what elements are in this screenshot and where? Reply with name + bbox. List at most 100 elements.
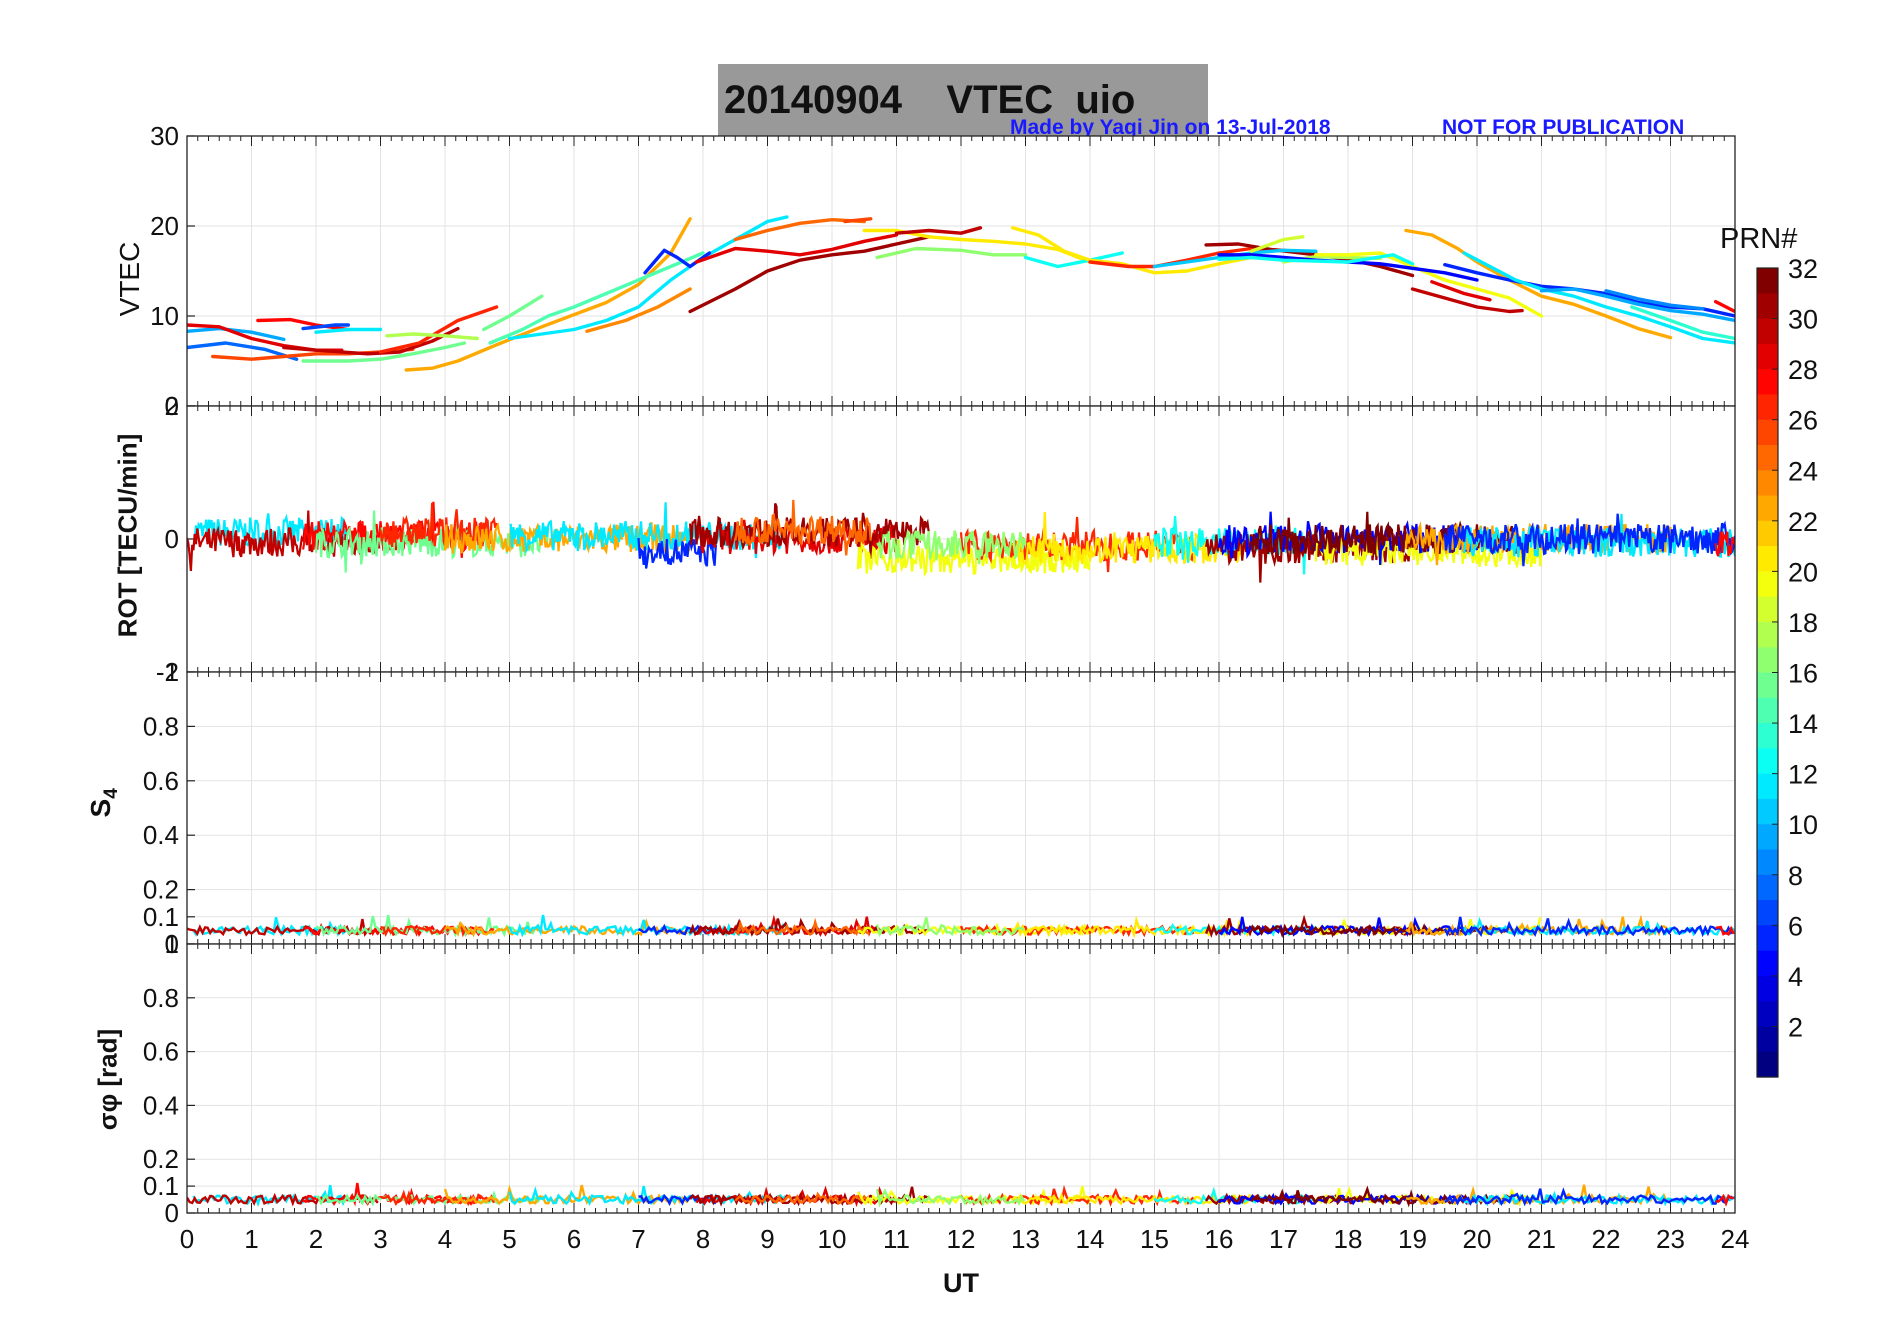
colorbar-swatch-prn-4	[1757, 975, 1778, 1002]
vtec-series-prn-24	[585, 287, 692, 333]
colorbar-tick-label: 30	[1788, 305, 1818, 335]
colorbar-swatch-prn-13	[1757, 748, 1778, 775]
colorbar-swatch-prn-17	[1757, 647, 1778, 674]
colorbar-tick-label: 14	[1788, 709, 1818, 739]
x-tick-label: 13	[1011, 1224, 1040, 1254]
y-tick-label: 0.8	[143, 711, 179, 741]
colorbar-swatch-prn-32	[1757, 268, 1778, 294]
y-tick-label: 0.2	[143, 875, 179, 905]
y-tick-label: 0	[165, 524, 179, 554]
sigma_phi-series-prn-25	[734, 1191, 871, 1206]
colorbar-swatch-prn-15	[1757, 697, 1778, 724]
vtec-series-prn-10	[1539, 287, 1735, 323]
y-tick-label: 0.2	[143, 1144, 179, 1174]
vtec-series-prn-29	[694, 233, 899, 264]
colorbar-tick-label: 24	[1788, 456, 1818, 486]
s4-series-prn-25	[734, 917, 870, 937]
x-tick-label: 1	[244, 1224, 258, 1254]
colorbar-tick-label: 16	[1788, 659, 1818, 689]
y-tick-label: 0	[165, 929, 179, 959]
colorbar-swatch-prn-8	[1757, 874, 1778, 901]
y-tick-label: 0.4	[143, 1090, 179, 1120]
vtec-series-prn-27	[378, 305, 499, 354]
vtec-series-prn-19	[1249, 235, 1305, 253]
colorbar-swatch-prn-16	[1757, 672, 1778, 699]
sigma_phi-series-prn-17	[875, 1188, 1026, 1208]
vtec-series-prn-25	[733, 218, 866, 242]
y-tick-label: 0.6	[143, 766, 179, 796]
panel-s4: 00.10.2 0.4 0.6 0.8 1	[143, 657, 1736, 959]
y-tick-label: 0	[165, 1198, 179, 1228]
colorbar-swatch-prn-11	[1757, 798, 1778, 825]
colorbar-tick-label: 6	[1788, 911, 1803, 941]
colorbar-swatch-prn-26	[1757, 419, 1778, 446]
vtec-series-prn-18	[385, 332, 479, 341]
colorbar-swatch-prn-31	[1757, 293, 1778, 320]
y-tick-label: 10	[150, 301, 179, 331]
vtec-series-prn-21	[1010, 226, 1253, 275]
colorbar-swatch-prn-5	[1757, 950, 1778, 977]
x-tick-label: 8	[696, 1224, 710, 1254]
x-tick-label: 22	[1592, 1224, 1621, 1254]
x-tick-label: 7	[631, 1224, 645, 1254]
colorbar-swatch-prn-20	[1757, 571, 1778, 598]
y-tick-label: 2	[165, 391, 179, 421]
x-tick-label: 17	[1269, 1224, 1298, 1254]
y-tick-label: -2	[156, 657, 179, 687]
data-layer	[187, 1182, 1735, 1208]
x-tick-label: 9	[760, 1224, 774, 1254]
colorbar-swatch-prn-1	[1757, 1051, 1778, 1078]
credit-text: Made by Yaqi Jin on 13-Jul-2018	[1010, 116, 1331, 139]
vtec-series-prn-20	[1314, 251, 1544, 318]
vtec-series-prn-15	[488, 251, 705, 345]
y-tick-label: 0.1	[143, 1171, 179, 1201]
colorbar-swatch-prn-18	[1757, 621, 1778, 648]
x-tick-label: 2	[309, 1224, 323, 1254]
colorbar-swatch-prn-3	[1757, 1001, 1778, 1028]
colorbar-tick-label: 22	[1788, 507, 1818, 537]
y-tick-label: 0.4	[143, 820, 179, 850]
colorbar-tick-label: 4	[1788, 962, 1803, 992]
y-tick-label: 0.8	[143, 983, 179, 1013]
x-tick-label: 24	[1721, 1224, 1750, 1254]
vtec-series-prn-23	[1404, 228, 1673, 340]
colorbar-tick-label: 2	[1788, 1012, 1803, 1042]
chart-title: 20140904 VTEC uio	[724, 78, 1136, 122]
x-tick-label: 19	[1398, 1224, 1427, 1254]
colorbar-swatch-prn-14	[1757, 723, 1778, 749]
vtec-series-prn-12	[1462, 251, 1735, 345]
vtec-series-prn-10	[187, 326, 286, 342]
colorbar-swatch-prn-6	[1757, 925, 1778, 952]
panel-sigma_phi: 00.10.20.40.60.81	[143, 929, 1736, 1228]
x-tick-label: 14	[1076, 1224, 1105, 1254]
rot-series-prn-12	[509, 502, 788, 559]
data-layer	[187, 499, 1735, 583]
x-tick-label: 23	[1656, 1224, 1685, 1254]
vtec-series-prn-13	[1217, 253, 1415, 266]
colorbar-tick-label: 20	[1788, 557, 1818, 587]
y-tick-label: 20	[150, 211, 179, 241]
x-tick-label: 15	[1140, 1224, 1169, 1254]
y-tick-label: 0.1	[143, 902, 179, 932]
axes-frame	[186, 943, 1736, 1214]
colorbar-swatch-prn-9	[1757, 849, 1778, 876]
vtec-series-prn-9	[1604, 289, 1705, 311]
colorbar-tick-label: 26	[1788, 406, 1818, 436]
x-tick-label: 4	[438, 1224, 452, 1254]
vtec-series-prn-16	[301, 341, 467, 363]
colorbar-swatch-prn-2	[1757, 1026, 1778, 1053]
colorbar-swatch-prn-12	[1757, 773, 1778, 800]
vtec-series-prn-12	[507, 215, 789, 341]
vtec-series-prn-14	[1630, 305, 1735, 341]
vtec-series-prn-29	[1430, 280, 1492, 302]
colorbar-swatch-prn-23	[1757, 495, 1778, 522]
colorbar-swatch-prn-21	[1757, 546, 1778, 572]
data-layer	[187, 914, 1735, 939]
title-box	[718, 64, 1208, 136]
x-tick-label: 16	[1205, 1224, 1234, 1254]
colorbar-tick-label: 12	[1788, 760, 1818, 790]
sigma_phi-series-prn-21	[1011, 1192, 1252, 1206]
colorbar-swatch-prn-22	[1757, 520, 1778, 547]
colorbar-swatch-prn-27	[1757, 394, 1778, 421]
